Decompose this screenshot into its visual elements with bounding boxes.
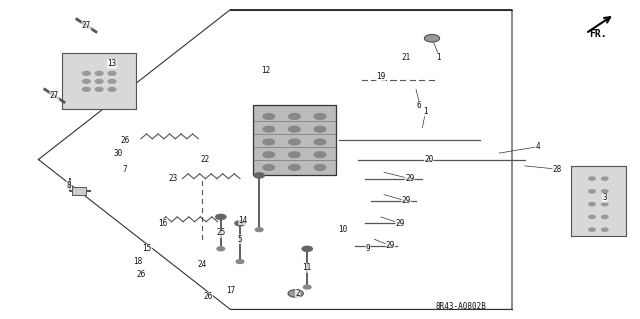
Circle shape bbox=[314, 114, 326, 119]
Text: 8R43-A0802B: 8R43-A0802B bbox=[435, 302, 486, 311]
Circle shape bbox=[83, 87, 90, 91]
Circle shape bbox=[314, 126, 326, 132]
Circle shape bbox=[263, 152, 275, 158]
Text: 27: 27 bbox=[50, 91, 59, 100]
Bar bbox=[572, 166, 626, 236]
Text: 1: 1 bbox=[436, 53, 441, 62]
Circle shape bbox=[95, 79, 103, 83]
Circle shape bbox=[602, 228, 608, 231]
Circle shape bbox=[589, 228, 595, 231]
Text: 22: 22 bbox=[200, 155, 209, 164]
Text: 26: 26 bbox=[136, 270, 145, 279]
Circle shape bbox=[263, 114, 275, 119]
Circle shape bbox=[602, 215, 608, 219]
Text: FR.: FR. bbox=[589, 29, 607, 39]
Circle shape bbox=[302, 246, 312, 251]
Text: 26: 26 bbox=[120, 136, 129, 145]
Text: 18: 18 bbox=[133, 257, 142, 266]
Circle shape bbox=[303, 285, 311, 289]
Circle shape bbox=[602, 177, 608, 180]
Circle shape bbox=[314, 139, 326, 145]
Circle shape bbox=[589, 177, 595, 180]
Circle shape bbox=[602, 190, 608, 193]
Circle shape bbox=[314, 165, 326, 170]
Circle shape bbox=[289, 152, 300, 158]
Circle shape bbox=[263, 126, 275, 132]
Text: 1: 1 bbox=[423, 107, 428, 116]
Circle shape bbox=[288, 290, 303, 297]
Text: 10: 10 bbox=[338, 225, 347, 234]
Text: 5: 5 bbox=[237, 235, 243, 244]
Text: 16: 16 bbox=[159, 219, 168, 228]
Circle shape bbox=[95, 87, 103, 91]
Bar bbox=[253, 105, 336, 175]
Circle shape bbox=[263, 165, 275, 170]
Text: 28: 28 bbox=[552, 165, 561, 174]
Text: 29: 29 bbox=[405, 174, 414, 183]
Circle shape bbox=[289, 139, 300, 145]
Text: 17: 17 bbox=[226, 286, 235, 295]
Text: 3: 3 bbox=[602, 193, 607, 202]
Text: 21: 21 bbox=[402, 53, 411, 62]
Text: 15: 15 bbox=[143, 244, 152, 253]
Circle shape bbox=[589, 190, 595, 193]
Text: 24: 24 bbox=[197, 260, 206, 269]
Circle shape bbox=[424, 34, 440, 42]
Text: 12: 12 bbox=[261, 66, 270, 75]
Circle shape bbox=[254, 173, 264, 178]
Circle shape bbox=[589, 203, 595, 206]
Circle shape bbox=[602, 203, 608, 206]
Text: 6: 6 bbox=[417, 101, 422, 110]
Text: 7: 7 bbox=[122, 165, 127, 174]
Text: 2: 2 bbox=[295, 289, 300, 298]
Bar bbox=[72, 187, 86, 195]
Text: 14: 14 bbox=[239, 216, 248, 225]
Circle shape bbox=[255, 228, 263, 232]
Text: 11: 11 bbox=[303, 263, 312, 272]
Text: 23: 23 bbox=[168, 174, 177, 183]
Circle shape bbox=[236, 260, 244, 263]
Circle shape bbox=[314, 152, 326, 158]
Circle shape bbox=[83, 71, 90, 75]
Circle shape bbox=[216, 214, 226, 219]
Circle shape bbox=[108, 79, 116, 83]
Text: 26: 26 bbox=[204, 292, 212, 301]
Text: 19: 19 bbox=[376, 72, 385, 81]
Circle shape bbox=[235, 221, 245, 226]
Circle shape bbox=[95, 71, 103, 75]
Text: 20: 20 bbox=[424, 155, 433, 164]
Text: 9: 9 bbox=[365, 244, 371, 253]
Circle shape bbox=[108, 71, 116, 75]
Circle shape bbox=[289, 114, 300, 119]
Text: 25: 25 bbox=[216, 228, 225, 237]
Text: 29: 29 bbox=[396, 219, 404, 228]
Bar bbox=[63, 54, 136, 109]
Text: 8: 8 bbox=[67, 181, 72, 189]
Text: 13: 13 bbox=[108, 59, 116, 68]
Text: 30: 30 bbox=[114, 149, 123, 158]
Text: 29: 29 bbox=[386, 241, 395, 250]
Circle shape bbox=[289, 126, 300, 132]
Circle shape bbox=[83, 79, 90, 83]
Circle shape bbox=[263, 139, 275, 145]
Text: 29: 29 bbox=[402, 197, 411, 205]
Circle shape bbox=[217, 247, 225, 251]
Circle shape bbox=[289, 165, 300, 170]
Text: 4: 4 bbox=[535, 142, 540, 151]
Text: 27: 27 bbox=[82, 21, 91, 30]
Circle shape bbox=[589, 215, 595, 219]
Circle shape bbox=[108, 87, 116, 91]
